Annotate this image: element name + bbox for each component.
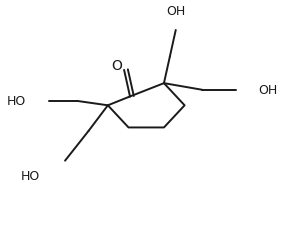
Text: HO: HO	[21, 169, 40, 182]
Text: HO: HO	[7, 95, 26, 108]
Text: O: O	[111, 59, 122, 73]
Text: OH: OH	[258, 84, 278, 97]
Text: OH: OH	[166, 5, 185, 18]
